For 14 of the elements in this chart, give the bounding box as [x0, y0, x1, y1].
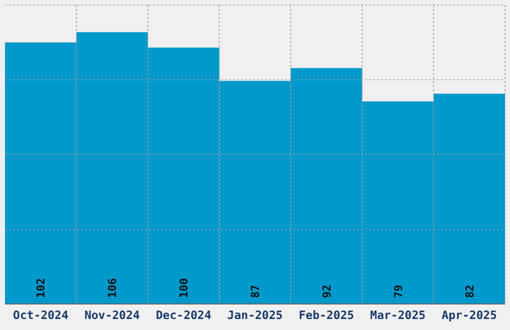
x-tick-label: Feb-2025 — [298, 308, 354, 322]
data-label: 82 — [463, 284, 476, 298]
x-tick-label: Mar-2025 — [370, 308, 426, 322]
data-label: 100 — [178, 278, 191, 298]
x-tick-label: Dec-2024 — [156, 308, 212, 322]
x-tick-label: Oct-2024 — [13, 308, 68, 322]
data-label: 92 — [320, 284, 334, 298]
data-label: 106 — [106, 278, 120, 298]
data-label: 102 — [34, 278, 48, 298]
x-tick-label: Apr-2025 — [442, 308, 498, 322]
x-tick-label: Nov-2024 — [84, 308, 140, 322]
data-label: 79 — [392, 284, 405, 298]
data-label: 87 — [249, 284, 262, 298]
x-tick-label: Jan-2025 — [227, 308, 283, 322]
